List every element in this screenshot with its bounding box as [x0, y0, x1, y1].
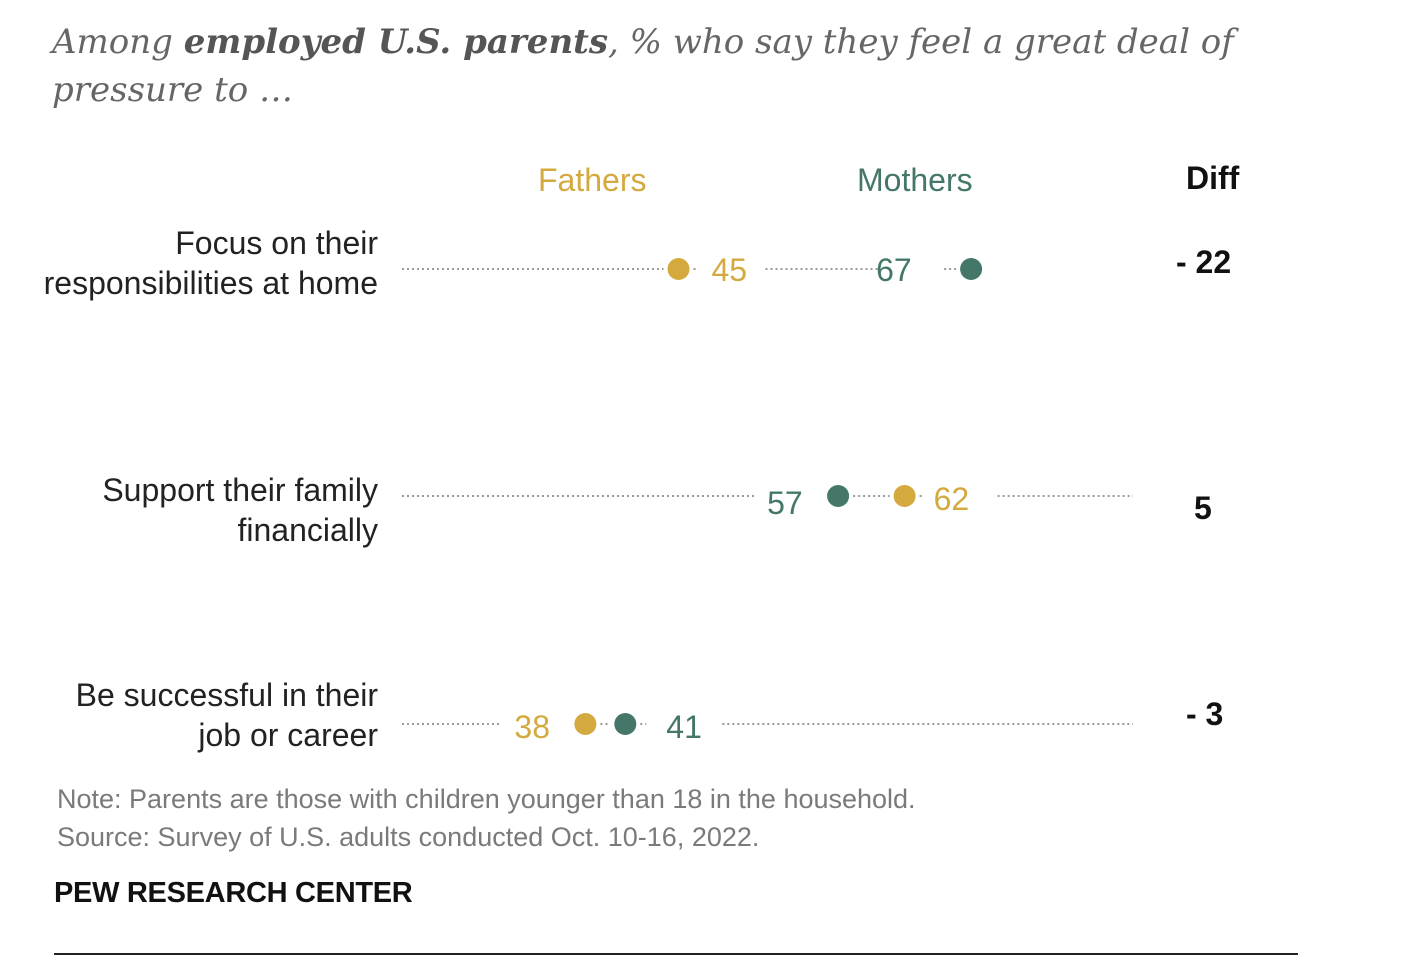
bottom-rule — [54, 953, 1298, 955]
mothers-dot-career — [614, 713, 637, 735]
chart-note: Note: Parents are those with children yo… — [57, 780, 916, 856]
subtitle-bold: employed U.S. parents — [183, 22, 609, 62]
fathers-dot-career — [574, 713, 597, 735]
diff-value-home: - 22 — [1176, 244, 1232, 280]
legend-mothers: Mothers — [857, 162, 973, 198]
brand-wordmark: PEW RESEARCH CENTER — [54, 877, 413, 909]
value-label-career-high: 41 — [666, 709, 702, 745]
note-text: Note: Parents are those with children yo… — [57, 784, 916, 814]
mothers-dot-financial — [827, 485, 850, 507]
chart-subtitle: Among employed U.S. parents, % who say t… — [52, 18, 1252, 114]
legend-fathers: Fathers — [538, 162, 647, 198]
diff-header: Diff — [1186, 160, 1240, 196]
mothers-dot-home — [960, 258, 983, 280]
value-label-home-high: 67 — [876, 252, 912, 288]
row-label-career: Be successful in their job or career — [75, 677, 378, 753]
subtitle-prefix: Among — [52, 22, 184, 62]
row-label-financial: Support their family financially — [102, 472, 378, 548]
value-label-financial-low: 57 — [767, 485, 803, 521]
diff-value-career: - 3 — [1186, 696, 1224, 732]
row-label-home: Focus on their responsibilities at home — [43, 225, 378, 301]
value-label-home-low: 45 — [712, 252, 748, 288]
value-label-financial-high: 62 — [934, 481, 970, 517]
value-label-career-low: 38 — [514, 709, 550, 745]
diff-value-financial: 5 — [1194, 490, 1212, 526]
fathers-dot-financial — [893, 485, 916, 507]
source-text: Source: Survey of U.S. adults conducted … — [57, 822, 760, 852]
subtitle-suffix: , % who say they feel a great deal of pr… — [52, 22, 1234, 110]
fathers-dot-home — [667, 258, 690, 280]
